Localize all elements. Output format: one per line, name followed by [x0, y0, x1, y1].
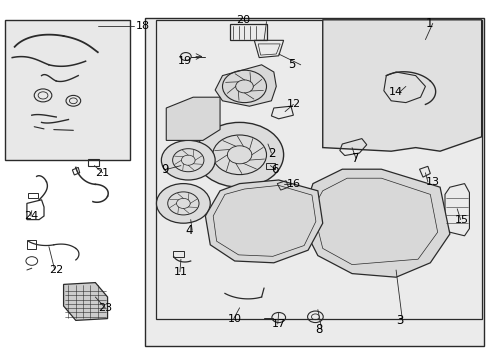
Text: 15: 15: [454, 215, 468, 225]
Text: 24: 24: [24, 211, 39, 221]
Text: 11: 11: [173, 267, 187, 277]
Text: 8: 8: [315, 323, 322, 336]
Text: 5: 5: [288, 58, 295, 71]
Circle shape: [161, 140, 215, 180]
Polygon shape: [322, 20, 481, 151]
Bar: [5, 20, 129, 160]
Text: 22: 22: [49, 265, 63, 275]
Bar: [28, 193, 38, 198]
Text: 7: 7: [351, 152, 359, 165]
Text: 2: 2: [267, 147, 275, 159]
Text: 4: 4: [185, 224, 193, 237]
Bar: [88, 159, 99, 166]
Text: 9: 9: [161, 163, 168, 176]
Bar: [156, 20, 481, 319]
Polygon shape: [63, 283, 107, 320]
Polygon shape: [303, 169, 449, 277]
Text: 16: 16: [286, 179, 301, 189]
Circle shape: [195, 122, 283, 187]
Polygon shape: [166, 97, 220, 140]
Bar: [229, 24, 266, 40]
Text: 20: 20: [235, 15, 249, 25]
Polygon shape: [205, 180, 322, 263]
Bar: [27, 240, 36, 249]
Text: 17: 17: [271, 319, 285, 329]
Text: 3: 3: [395, 314, 403, 327]
Text: 1: 1: [425, 17, 432, 30]
Text: 18: 18: [136, 21, 150, 31]
Circle shape: [156, 184, 210, 223]
Text: 6: 6: [271, 163, 278, 176]
Text: 12: 12: [286, 99, 301, 109]
Text: 10: 10: [227, 314, 241, 324]
Text: 14: 14: [388, 87, 402, 97]
Text: 13: 13: [425, 177, 439, 187]
Bar: [145, 18, 483, 346]
Text: 21: 21: [95, 168, 109, 178]
Bar: [173, 251, 183, 257]
Bar: [265, 163, 275, 169]
Text: 23: 23: [98, 303, 112, 313]
Text: 19: 19: [177, 56, 191, 66]
Polygon shape: [215, 65, 276, 106]
